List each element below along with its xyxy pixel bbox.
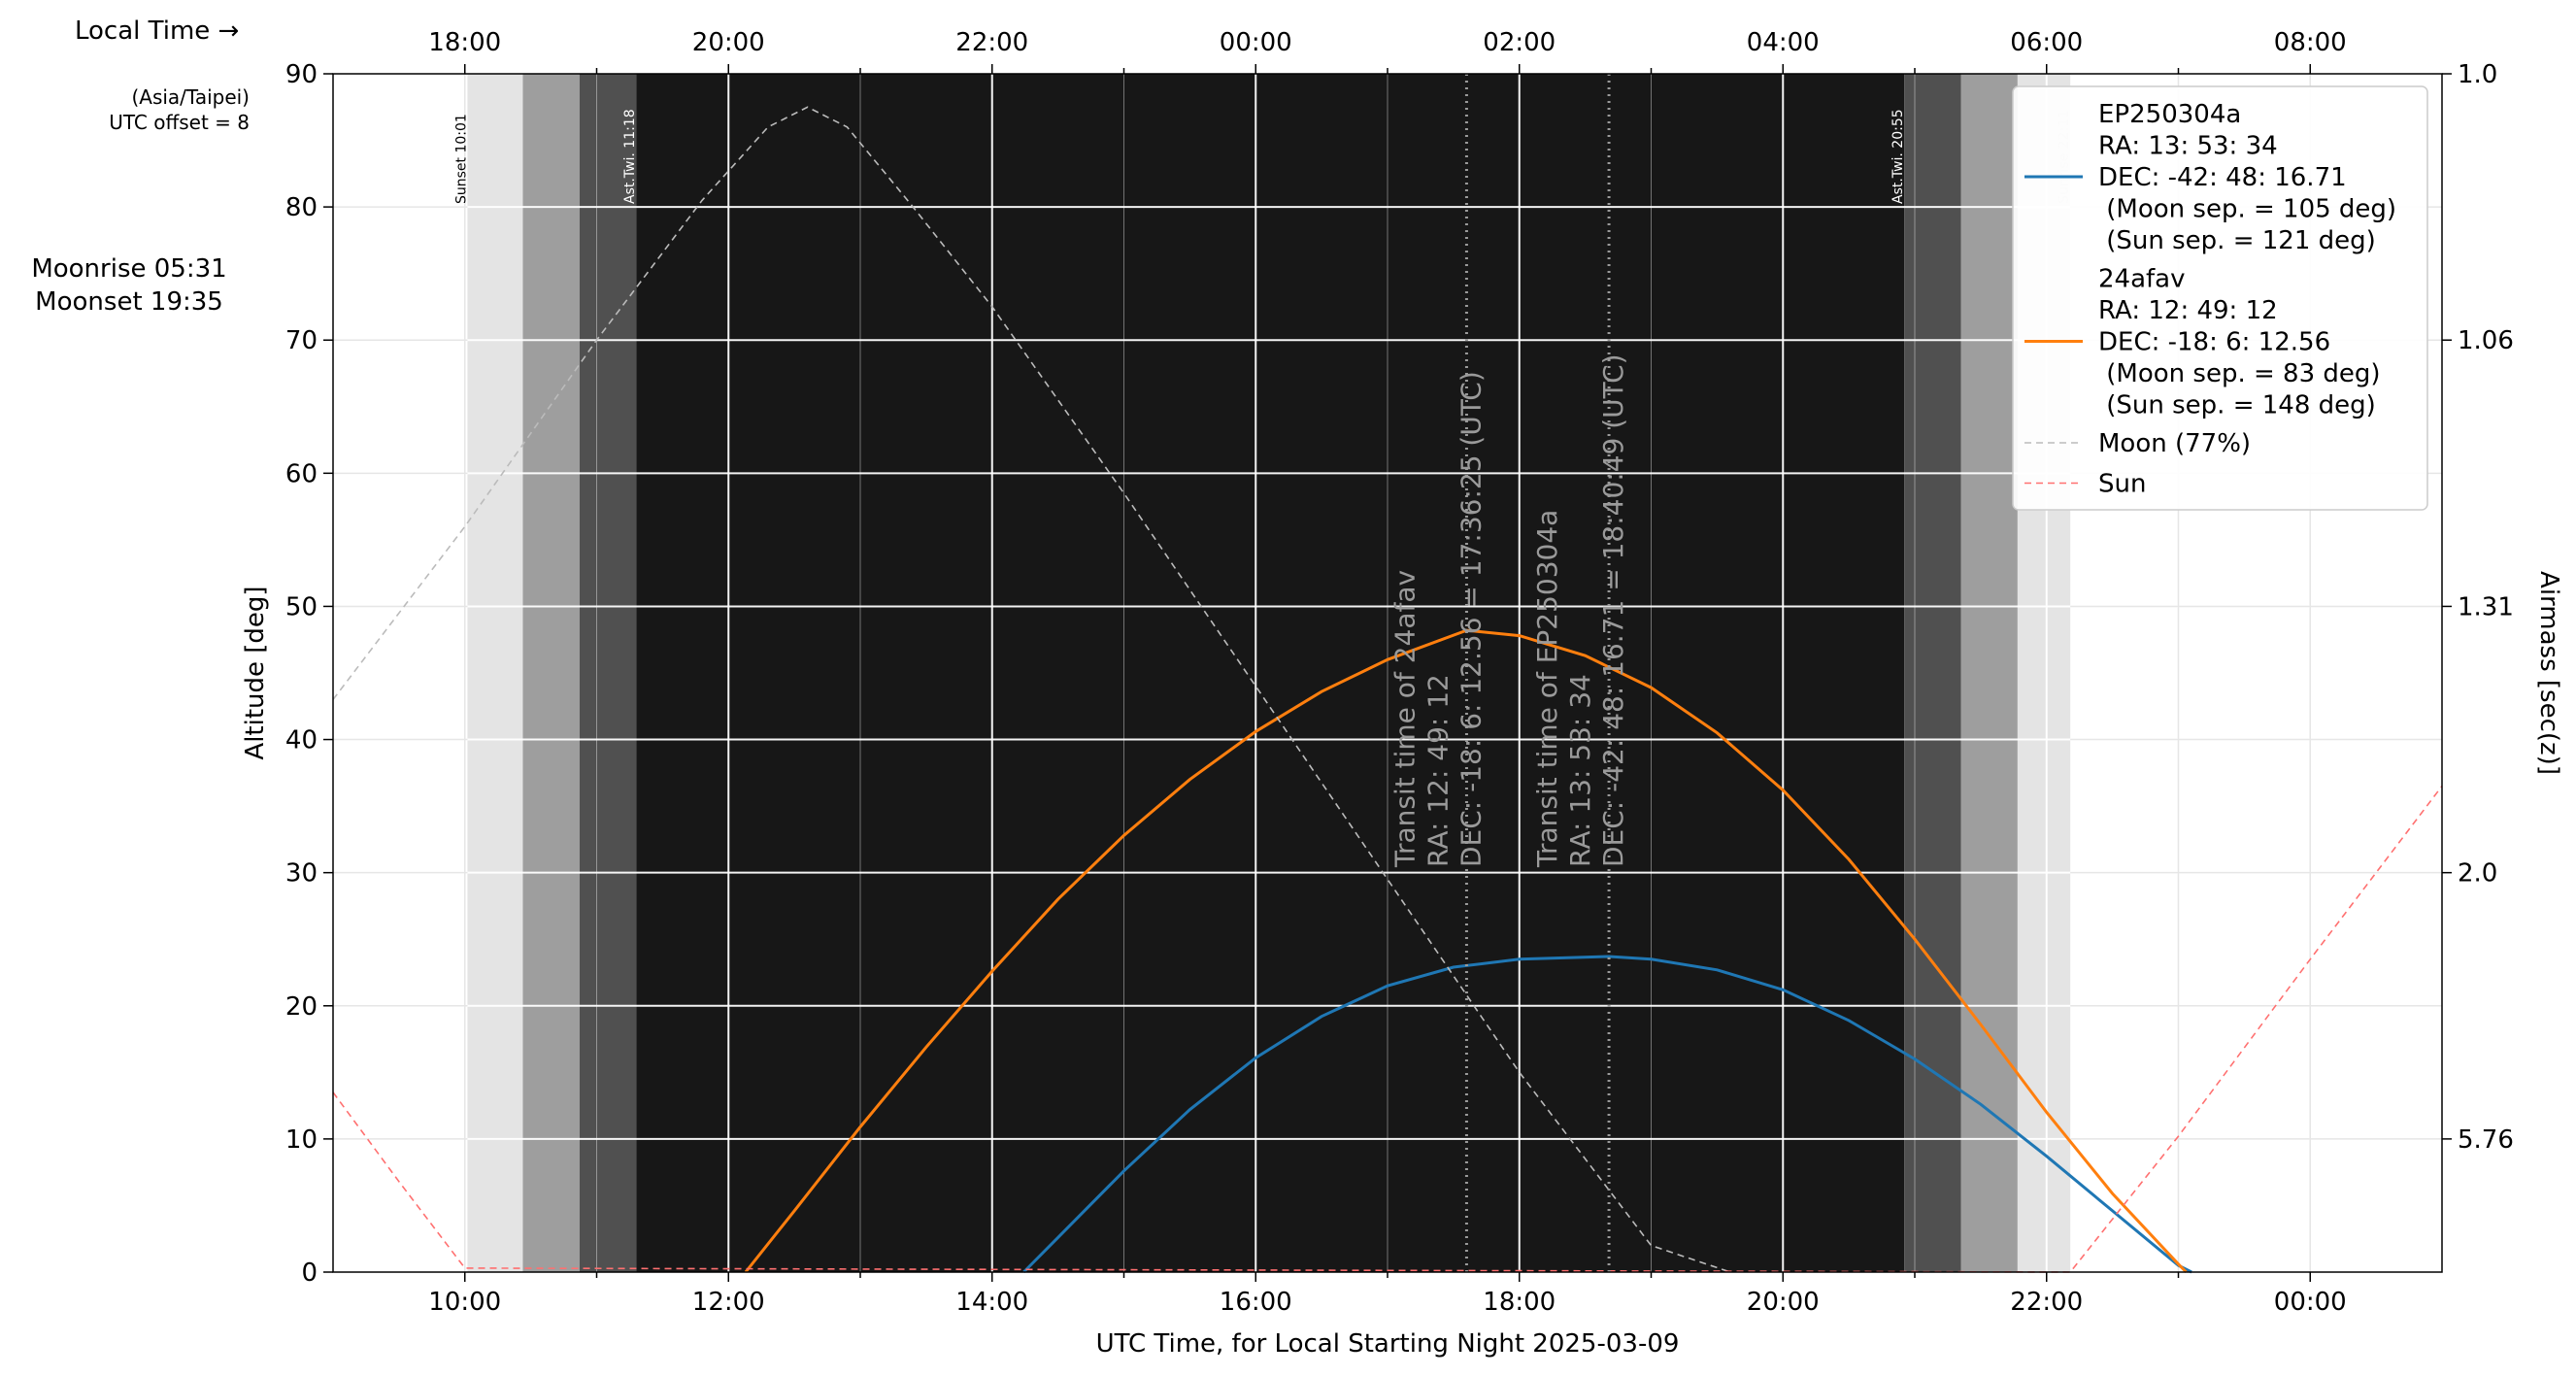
top-tick-label: 06:00 [2010, 28, 2083, 57]
y-tick-label: 90 [285, 60, 318, 89]
twilight-band-0 [467, 74, 523, 1272]
top-tick-label: 04:00 [1747, 28, 1820, 57]
x-tick-label: 00:00 [2274, 1288, 2347, 1317]
airmass-tick-label: 5.76 [2458, 1125, 2514, 1155]
grid-lines [333, 74, 2442, 1272]
y-tick-label: 80 [285, 193, 318, 222]
moonset-label: Moonset 19:35 [35, 287, 223, 317]
twilight-band-2 [579, 74, 637, 1272]
series-line-2 [332, 106, 1731, 1273]
legend-entry-1-4: (Sun sep. = 148 deg) [2098, 391, 2376, 420]
legend-entry-2-0: Moon (77%) [2098, 429, 2251, 458]
x-tick-label: 16:00 [1220, 1288, 1292, 1317]
local-time-label: Local Time → [75, 17, 239, 46]
y-tick-label: 50 [285, 592, 318, 621]
twilight-band-3 [636, 74, 1905, 1272]
twilight-label-1: Ast.Twi. 11:18 [622, 109, 638, 204]
airmass-tick-label: 1.0 [2458, 60, 2497, 89]
series-line-3 [332, 786, 2443, 1273]
transit-label-0-2: DEC: -18: 6: 12.56 = 17:36:25 (UTC) [1455, 371, 1487, 867]
x-tick-label: 22:00 [2010, 1288, 2083, 1317]
legend-entry-1-0: 24afav [2098, 265, 2186, 294]
x-tick-label: 18:00 [1483, 1288, 1556, 1317]
airmass-tick-label: 1.31 [2458, 592, 2514, 621]
transit-label-1-0: Transit time of EP250304a [1531, 510, 1563, 868]
y-tick-label: 40 [285, 726, 318, 755]
utc-offset-label: UTC offset = 8 [109, 111, 250, 134]
twilight-bands [467, 74, 2071, 1272]
x-tick-label: 12:00 [692, 1288, 765, 1317]
series-lines [332, 106, 2443, 1274]
transit-label-1-2: DEC: -42: 48: 16.71 = 18:40:49 (UTC) [1597, 353, 1629, 867]
legend-entry-1-2: DEC: -18: 6: 12.56 [2098, 328, 2330, 357]
top-tick-label: 02:00 [1483, 28, 1556, 57]
y-tick-label: 10 [285, 1125, 318, 1155]
transit-label-0-1: RA: 12: 49: 12 [1422, 674, 1454, 867]
legend-entry-3-0: Sun [2098, 470, 2146, 499]
y-tick-label: 20 [285, 992, 318, 1022]
y-tick-label: 60 [285, 459, 318, 488]
twilight-label-0: Sunset 10:01 [453, 114, 469, 204]
legend-entry-0-3: (Moon sep. = 105 deg) [2098, 195, 2396, 224]
twilight-band-1 [522, 74, 580, 1272]
y-axis-label: Altitude [deg] [241, 586, 270, 759]
transit-label-1-1: RA: 13: 53: 34 [1564, 674, 1596, 867]
legend-entry-1-3: (Moon sep. = 83 deg) [2098, 359, 2381, 388]
timezone-label: (Asia/Taipei) [131, 85, 250, 109]
twilight-band-4 [1904, 74, 1961, 1272]
top-tick-label: 20:00 [692, 28, 765, 57]
legend-entry-0-0: EP250304a [2098, 100, 2241, 129]
y-tick-label: 70 [285, 326, 318, 355]
series-line-1 [744, 628, 2188, 1274]
legend-box [2012, 85, 2428, 511]
x-tick-label: 20:00 [1747, 1288, 1820, 1317]
x-tick-label: 14:00 [955, 1288, 1028, 1317]
transit-label-0-0: Transit time of 24afav [1388, 570, 1421, 868]
top-tick-label: 00:00 [1220, 28, 1292, 57]
top-tick-label: 18:00 [428, 28, 501, 57]
transit-markers: Transit time of 24afav RA: 12: 49: 12 DEC:… [1388, 74, 1629, 1272]
axes: 10:00 12:00 14:00 16:00 18:00 20:00 22:00 00:00… [285, 28, 2514, 1317]
series-line-0 [1022, 955, 2192, 1274]
legend-entry-0-1: RA: 13: 53: 34 [2098, 132, 2278, 161]
airmass-tick-label: 2.0 [2458, 859, 2497, 889]
top-tick-label: 08:00 [2274, 28, 2347, 57]
x-axis-label: UTC Time, for Local Starting Night 2025-… [1096, 1329, 1680, 1359]
moonrise-label: Moonrise 05:31 [31, 254, 226, 284]
legend-entry-0-2: DEC: -42: 48: 16.71 [2098, 163, 2347, 192]
y-tick-label: 0 [301, 1259, 318, 1288]
airmass-tick-label: 1.06 [2458, 326, 2514, 355]
y-tick-label: 30 [285, 859, 318, 889]
top-tick-label: 22:00 [955, 28, 1028, 57]
twilight-band-5 [1960, 74, 2018, 1272]
twilight-label-2: Ast.Twi. 20:55 [1890, 109, 1906, 204]
x-tick-label: 10:00 [428, 1288, 501, 1317]
y2-axis-label: Airmass [sec(z)] [2534, 571, 2563, 775]
legend-entry-0-4: (Sun sep. = 121 deg) [2098, 226, 2376, 255]
legend-entry-1-1: RA: 12: 49: 12 [2098, 296, 2278, 325]
